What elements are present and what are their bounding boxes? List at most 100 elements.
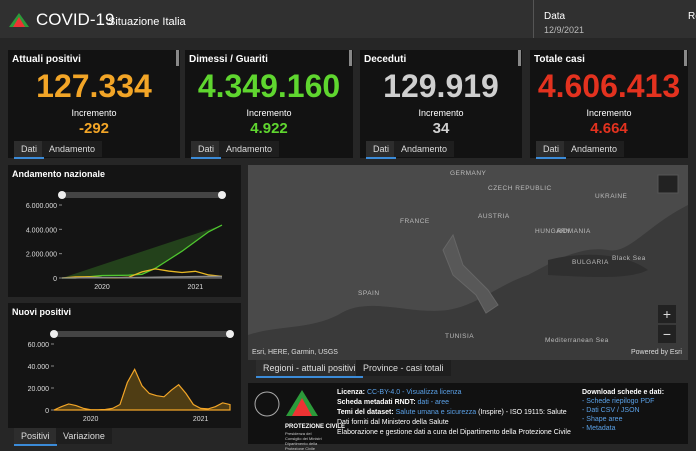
increment-value: 4.922 [250,120,288,137]
increment-value: 4.664 [590,120,628,137]
card-scroll [684,50,687,66]
download-link[interactable]: - Schede riepilogo PDF [582,398,655,405]
download-list: - Schede riepilogo PDF - Dati CSV / JSON -… [582,397,664,433]
card-value: 127.334 [36,68,152,104]
card-value: 129.919 [383,68,499,104]
card-tab[interactable]: Andamento [564,141,625,157]
card-tab[interactable]: Andamento [42,141,103,157]
download-link[interactable]: - Metadata [582,425,616,432]
map-label: GERMANY [450,170,487,177]
national-chart: Andamento nazionale 0 2.000.000 4.000.000 6.… [12,169,226,291]
x-tick-label: 2020 [83,416,99,423]
y-tick-label: 2.000.000 [26,252,57,259]
card-tab[interactable]: Dati [191,141,222,159]
map-label: AUSTRIA [478,213,510,220]
card-value: 4.349.160 [197,68,341,104]
y-tick-label: 40.000 [28,364,50,371]
map-label: Black Sea [612,255,646,262]
footer-info: Licenza: CC-BY-4.0 - Visualizza licenza … [337,388,571,438]
footer-logos [254,390,318,417]
map-label: FRANCE [400,218,430,225]
card-scroll [518,50,521,66]
cut-label: Re [688,11,696,22]
map-label: HUNGARY [535,228,571,235]
chart-tab[interactable]: Variazione [56,428,112,444]
series-line [61,275,223,279]
card-tab[interactable]: Andamento [394,141,455,157]
download-link[interactable]: - Shape aree [582,416,623,423]
map-powered: Powered by Esri [631,349,682,356]
card-tab[interactable]: Dati [14,141,45,159]
themes-label: Temi del dataset: [337,409,394,416]
card-tab[interactable]: Dati [366,141,397,159]
map: +− [248,165,688,360]
chart-tab[interactable]: Positivi [14,428,57,446]
slider-handle [218,191,226,199]
card-title: Deceduti [364,54,407,65]
chart-title: Nuovi positivi [12,307,71,317]
area [53,367,231,411]
card-tab[interactable]: Dati [536,141,567,159]
date-label: Data [544,11,566,22]
increment-label: Incremento [71,108,117,118]
new-cases-chart: Nuovi positivi 0 20.000 40.000 60.000 2020 202… [12,307,234,423]
map-label: TUNISIA [445,333,475,340]
date: 12/9/2021 [544,25,585,35]
map-label: CZECH REPUBLIC [488,185,552,192]
svg-text:−: − [663,326,671,342]
metadata-label: Scheda metadati RNDT: [337,399,416,406]
increment-label: Incremento [418,108,464,118]
source: Dati forniti dal Ministero della Salute [337,419,449,426]
map-label: SPAIN [358,290,380,297]
new-cases-panel: Nuovi positivi 0 20.000 40.000 60.000 2020 202… [8,303,241,428]
card-scroll [176,50,179,66]
download-link[interactable]: - Dati CSV / JSON [582,407,640,414]
processing: Elaborazione e gestione dati a cura del … [337,429,571,436]
card-scroll [349,50,352,66]
card-value: 4.606.413 [537,68,681,104]
x-tick-label: 2021 [188,284,204,291]
map-label: UKRAINE [595,193,628,200]
y-tick-label: 6.000.000 [26,203,57,210]
national-panel: Andamento nazionale 0 2.000.000 4.000.000 6.… [8,165,241,297]
x-tick-label: 2021 [193,416,209,423]
divider [533,0,534,38]
themes[interactable]: Salute umana e sicurezza [395,409,477,416]
card-title: Attuali positivi [12,54,81,65]
download-title: Download schede e dati: [582,389,665,396]
subtitle: Situazione Italia [108,16,186,28]
metadata[interactable]: dati - aree [417,399,450,406]
y-tick-label: 0 [53,276,57,283]
card [185,50,353,158]
y-tick-label: 60.000 [28,342,50,349]
map-attribution: Esri, HERE, Garmin, USGS [252,349,338,356]
chart-title: Andamento nazionale [12,169,105,179]
increment-value: 34 [432,120,450,137]
slider-handle [58,191,66,199]
license-label: Licenza: [337,389,366,396]
license[interactable]: CC-BY-4.0 - Visualizza licenza [366,389,462,396]
y-tick-label: 4.000.000 [26,227,57,234]
series-line [62,224,223,279]
card-title: Totale casi [534,54,585,65]
map-label: ROMANIA [557,228,591,235]
map-tab[interactable]: Province - casi totali [356,360,451,376]
map-label: BULGARIA [572,259,609,266]
increment-label: Incremento [246,108,292,118]
slider-handle [50,330,58,338]
map-tab[interactable]: Regioni - attuali positivi [256,360,363,378]
series-line [61,268,223,279]
x-tick-label: 2020 [94,284,110,291]
increment-value: -292 [78,120,110,137]
card-tab[interactable]: Andamento [219,141,280,157]
logo-title: PROTEZIONE CIVILE [285,424,346,430]
logo [9,13,29,27]
card [530,50,688,158]
y-tick-label: 20.000 [28,386,50,393]
card [360,50,522,158]
header [0,0,696,38]
downloads: Download schede e dati: - Schede riepilog… [582,388,664,433]
svg-text:+: + [663,306,671,322]
themes-rest: (Inspire) - ISO 19115: Salute [478,409,567,416]
